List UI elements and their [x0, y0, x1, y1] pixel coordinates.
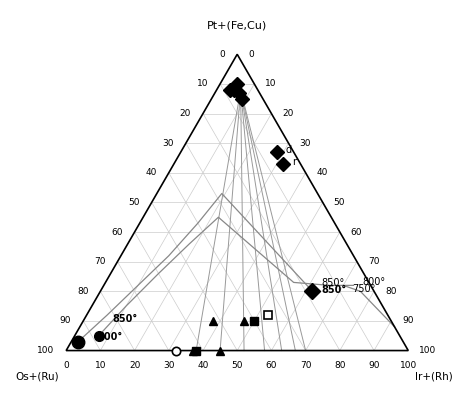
Text: 10: 10 [95, 361, 106, 370]
Text: 50: 50 [334, 198, 345, 207]
Text: 60: 60 [351, 228, 362, 236]
Text: 40: 40 [317, 168, 328, 177]
Text: 70: 70 [94, 257, 106, 266]
Text: 750°: 750° [352, 284, 375, 294]
Text: 30: 30 [300, 139, 311, 148]
Text: 100: 100 [400, 361, 417, 370]
Text: 60: 60 [265, 361, 277, 370]
Text: Pt+(Fe,Cu): Pt+(Fe,Cu) [207, 20, 267, 30]
Text: 0: 0 [219, 50, 225, 59]
Text: 100: 100 [37, 346, 54, 355]
Text: 40: 40 [146, 168, 157, 177]
Text: 800°: 800° [362, 277, 385, 287]
Text: 50: 50 [128, 198, 140, 207]
Text: 40: 40 [197, 361, 209, 370]
Text: 0: 0 [63, 361, 69, 370]
Text: 80: 80 [385, 287, 396, 296]
Text: 90: 90 [402, 316, 414, 326]
Text: 80: 80 [77, 287, 88, 296]
Text: 90: 90 [368, 361, 380, 370]
Text: 60: 60 [111, 228, 123, 236]
Text: 30: 30 [163, 361, 174, 370]
Text: 20: 20 [180, 109, 191, 118]
Text: 20: 20 [129, 361, 140, 370]
Text: 10: 10 [197, 80, 208, 88]
Text: 10: 10 [265, 80, 277, 88]
Text: –: – [241, 345, 247, 355]
Text: 20: 20 [283, 109, 294, 118]
Text: r: r [292, 157, 296, 167]
Text: 70: 70 [300, 361, 311, 370]
Text: Os+(Ru): Os+(Ru) [16, 371, 59, 381]
Text: 850°: 850° [321, 278, 344, 288]
Text: 90: 90 [60, 316, 71, 326]
Text: 70: 70 [368, 257, 379, 266]
Text: 800°: 800° [97, 332, 122, 342]
Text: d: d [285, 145, 291, 155]
Text: 850°: 850° [321, 285, 346, 295]
Text: 80: 80 [334, 361, 346, 370]
Text: 50: 50 [231, 361, 243, 370]
Text: 30: 30 [163, 139, 174, 148]
Text: Ir+(Rh): Ir+(Rh) [415, 371, 453, 381]
Text: 850°: 850° [112, 314, 137, 324]
Text: 100: 100 [419, 346, 437, 355]
Text: 0: 0 [248, 50, 254, 59]
